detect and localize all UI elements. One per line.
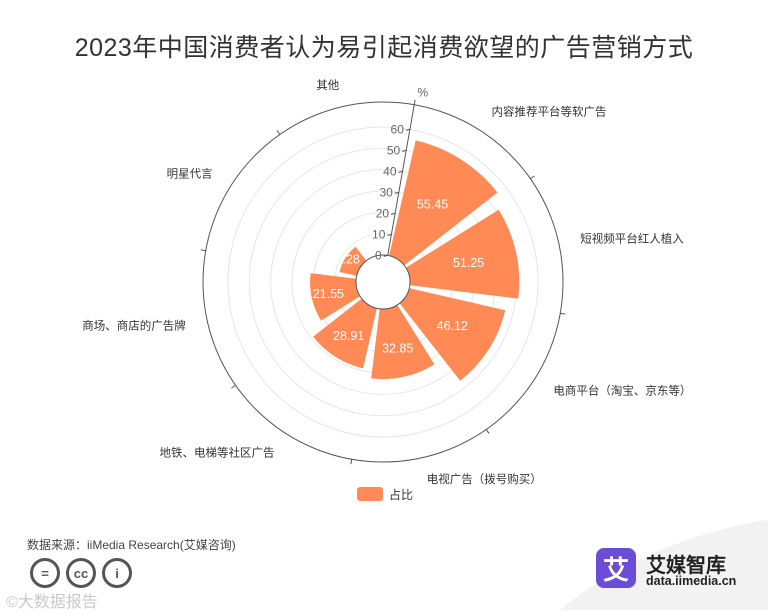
category-label-5: 商场、商店的广告牌 <box>82 319 186 333</box>
outer-tick <box>350 459 353 465</box>
cc-icon: cc <box>66 558 96 588</box>
radial-tick-label-4: 40 <box>383 164 397 178</box>
radial-tick <box>394 191 399 194</box>
bar-4 <box>313 298 377 369</box>
outer-tick <box>560 312 566 315</box>
inner-hole <box>355 254 411 310</box>
bar-3 <box>371 304 435 380</box>
radial-tick <box>390 212 396 215</box>
data-label-3: 32.85 <box>382 341 413 355</box>
category-label-7: 其他 <box>316 79 339 92</box>
outer-tick <box>485 429 490 434</box>
license-icons: = cc i <box>30 558 132 588</box>
outer-tick <box>276 130 281 135</box>
bar-series: 55.45 51.25 46.12 32.85 28.91 21.55 8.280.13 <box>310 140 520 381</box>
watermark: ©大数据报告 <box>6 594 98 611</box>
radial-axis: 0 10 20 30 40 50 60% <box>372 86 428 263</box>
category-label-1: 短视频平台红人植入 <box>580 231 684 245</box>
logo-icon: 艾 <box>596 548 636 588</box>
chart-title: 2023年中国消费者认为易引起消费欲望的广告营销方式 <box>74 34 694 62</box>
logo-name: 艾媒智库 <box>646 555 726 577</box>
person-icon: i <box>102 558 132 588</box>
bar-0 <box>389 140 498 266</box>
data-label-1: 51.25 <box>453 256 484 270</box>
data-label-7: 0.13 <box>361 231 385 245</box>
legend-label: 占比 <box>389 487 414 502</box>
category-label-0: 内容推荐平台等软广告 <box>492 105 607 119</box>
bar-2 <box>399 288 506 381</box>
radial-tick-label-5: 50 <box>387 143 401 157</box>
category-label-2: 电商平台（淘宝、京东等） <box>553 384 691 398</box>
legend-swatch <box>357 487 383 501</box>
radial-tick <box>402 149 407 152</box>
bar-5 <box>310 273 361 321</box>
logo-url: data.iimedia.cn <box>646 574 737 588</box>
radial-tick <box>398 170 403 173</box>
data-source: 数据来源：iiMedia Research(艾媒咨询) <box>27 538 236 552</box>
radial-tick <box>387 233 392 236</box>
outer-tick <box>231 384 236 389</box>
outer-tick <box>530 175 535 180</box>
outer-ring <box>202 101 564 463</box>
outer-tick <box>413 99 416 105</box>
axis-unit-label: % <box>417 86 428 100</box>
radial-tick <box>383 254 388 257</box>
radial-tick-label-3: 30 <box>379 185 393 199</box>
data-label-5: 21.55 <box>313 287 344 301</box>
category-label-4: 地铁、电梯等社区广告 <box>159 445 274 459</box>
grid-ring <box>227 126 539 438</box>
radial-tick-label-6: 60 <box>391 122 405 136</box>
data-label-2: 46.12 <box>437 319 468 333</box>
radial-tick <box>405 128 411 131</box>
radial-tick-label-0: 0 <box>375 248 382 262</box>
category-label-6: 明星代言 <box>167 167 213 180</box>
outer-tick <box>200 249 206 252</box>
equal-icon: = <box>30 558 60 588</box>
legend[interactable]: 占比 <box>357 486 413 502</box>
data-label-0: 55.45 <box>417 197 448 211</box>
data-label-4: 28.91 <box>333 329 364 343</box>
bar-1 <box>405 209 520 299</box>
radial-tick-label-1: 10 <box>372 227 386 241</box>
data-label-6: 8.28 <box>336 253 360 267</box>
radial-tick-label-2: 20 <box>376 206 390 220</box>
category-label-3: 电视广告（拨号购买） <box>427 472 542 486</box>
bar-6 <box>339 246 367 276</box>
